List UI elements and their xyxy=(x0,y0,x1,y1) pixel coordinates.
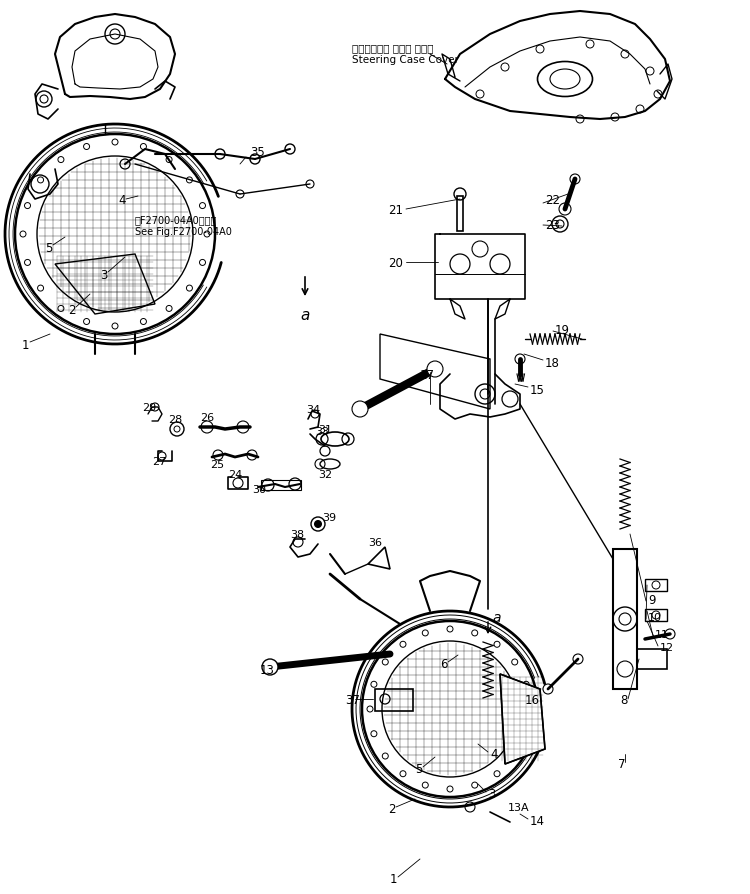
Text: 38: 38 xyxy=(290,529,304,539)
Text: 29: 29 xyxy=(142,402,156,412)
Text: See Fig.F2700-04A0: See Fig.F2700-04A0 xyxy=(135,227,232,237)
Text: 6: 6 xyxy=(440,658,448,670)
Text: 5: 5 xyxy=(45,241,53,254)
Bar xyxy=(613,550,637,689)
Text: 19: 19 xyxy=(555,323,570,336)
Bar xyxy=(645,579,667,591)
Text: 15: 15 xyxy=(530,383,544,396)
Text: 24: 24 xyxy=(228,469,242,479)
Text: 23: 23 xyxy=(545,218,560,232)
Text: 32: 32 xyxy=(318,469,332,479)
Text: 13: 13 xyxy=(260,662,274,676)
Polygon shape xyxy=(500,674,545,764)
Text: 35: 35 xyxy=(250,146,265,158)
Text: 11: 11 xyxy=(655,629,669,639)
Text: 36: 36 xyxy=(368,537,382,547)
Bar xyxy=(637,649,667,670)
Text: 16: 16 xyxy=(525,693,540,705)
Bar xyxy=(375,689,413,712)
Text: 33: 33 xyxy=(315,426,329,436)
Bar xyxy=(457,197,463,232)
Text: 39: 39 xyxy=(322,512,336,522)
Text: ステアリング ケース カバー: ステアリング ケース カバー xyxy=(352,43,434,53)
Circle shape xyxy=(314,521,322,528)
Text: 28: 28 xyxy=(168,415,182,425)
Text: 3: 3 xyxy=(488,788,495,801)
Text: 5: 5 xyxy=(415,763,422,776)
Circle shape xyxy=(352,401,368,417)
Circle shape xyxy=(427,361,443,377)
Text: a: a xyxy=(300,308,310,323)
Text: 10: 10 xyxy=(648,612,662,622)
Text: 1: 1 xyxy=(22,338,29,351)
Text: 12: 12 xyxy=(660,642,674,653)
Text: 25: 25 xyxy=(210,460,224,469)
Text: 20: 20 xyxy=(388,257,403,269)
Text: 17: 17 xyxy=(420,368,435,381)
Text: 14: 14 xyxy=(530,814,545,828)
Text: 4: 4 xyxy=(118,193,125,207)
Text: 34: 34 xyxy=(306,405,320,415)
Text: 1: 1 xyxy=(390,873,398,886)
Text: 13A: 13A xyxy=(508,802,530,812)
Text: 7: 7 xyxy=(618,757,626,771)
Bar xyxy=(645,610,667,621)
Text: Steering Case Cover: Steering Case Cover xyxy=(352,55,459,65)
Text: a: a xyxy=(492,611,500,624)
Text: 2: 2 xyxy=(388,803,395,815)
Text: 3: 3 xyxy=(100,268,107,282)
Bar xyxy=(261,480,301,491)
Text: 31: 31 xyxy=(318,425,332,434)
Text: 22: 22 xyxy=(545,193,560,207)
Text: 2: 2 xyxy=(68,303,76,316)
Text: 9: 9 xyxy=(648,593,656,606)
Text: 21: 21 xyxy=(388,203,403,216)
Text: 18: 18 xyxy=(545,356,560,369)
Text: 8: 8 xyxy=(620,693,627,705)
Circle shape xyxy=(262,659,278,675)
Text: 第F2700-04A0図参照: 第F2700-04A0図参照 xyxy=(135,215,218,224)
Text: 4: 4 xyxy=(490,747,497,761)
Text: 26: 26 xyxy=(200,412,214,423)
Text: 27: 27 xyxy=(152,457,166,467)
Text: 30: 30 xyxy=(252,485,266,494)
Text: 37: 37 xyxy=(345,693,360,705)
